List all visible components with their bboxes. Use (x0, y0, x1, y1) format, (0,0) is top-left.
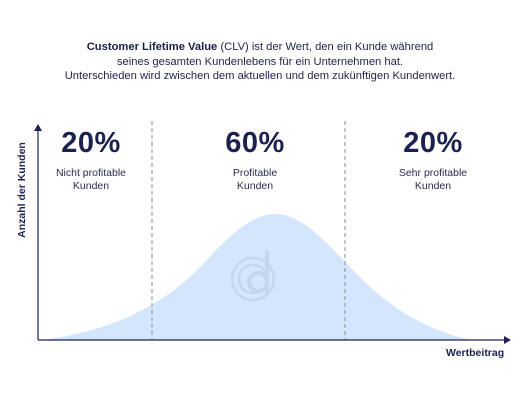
y-axis-label: Anzahl der Kunden (16, 142, 28, 238)
x-axis-arrow-icon (504, 336, 511, 344)
y-axis-arrow-icon (34, 124, 42, 131)
intro-text: Customer Lifetime Value (CLV) ist der We… (20, 40, 500, 84)
intro-line-1: Customer Lifetime Value (CLV) ist der We… (20, 40, 500, 55)
intro-line-1-rest: (CLV) ist der Wert, den ein Kunde währen… (217, 41, 434, 53)
segment-label: Sehr profitable Kunden (398, 167, 468, 192)
distribution-curve (42, 214, 472, 340)
segment-very-profitable: 20% Sehr profitable Kunden (380, 126, 486, 193)
intro-term: Customer Lifetime Value (86, 41, 218, 53)
intro-line-3: Unterschieden wird zwischen dem aktuelle… (64, 70, 456, 82)
segment-percent: 20% (61, 127, 121, 159)
segment-percent: 60% (225, 127, 285, 159)
segment-profitable: 60% Profitable Kunden (205, 126, 305, 193)
x-axis-label: Wertbeitrag (446, 347, 505, 359)
segment-label: Nicht profitable Kunden (55, 167, 127, 192)
segment-label: Profitable Kunden (232, 167, 278, 192)
segment-non-profitable: 20% Nicht profitable Kunden (40, 126, 142, 193)
cd-logo-icon (230, 250, 276, 302)
segment-percent: 20% (403, 127, 463, 159)
intro-line-2: seines gesamten Kundenlebens für ein Unt… (116, 55, 404, 68)
